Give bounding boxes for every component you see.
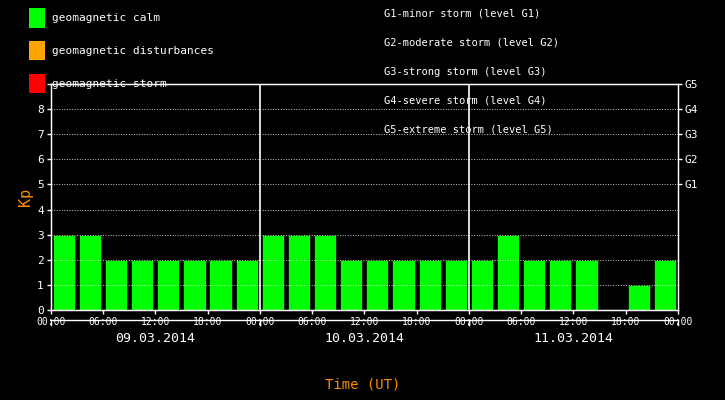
Bar [157, 260, 180, 310]
Bar [340, 260, 362, 310]
Bar [79, 235, 101, 310]
Bar [444, 260, 467, 310]
Bar [210, 260, 232, 310]
Text: G5-extreme storm (level G5): G5-extreme storm (level G5) [384, 124, 553, 134]
Bar [523, 260, 545, 310]
Text: G2-moderate storm (level G2): G2-moderate storm (level G2) [384, 38, 559, 48]
Bar [654, 260, 676, 310]
Text: G4-severe storm (level G4): G4-severe storm (level G4) [384, 95, 547, 105]
Y-axis label: Kp: Kp [18, 188, 33, 206]
Bar [628, 285, 650, 310]
Text: geomagnetic calm: geomagnetic calm [52, 13, 160, 23]
Bar [549, 260, 571, 310]
Text: 11.03.2014: 11.03.2014 [534, 332, 613, 344]
Bar [53, 235, 75, 310]
Bar [471, 260, 493, 310]
Text: 09.03.2014: 09.03.2014 [115, 332, 195, 344]
Bar [236, 260, 258, 310]
Bar [131, 260, 153, 310]
Bar [418, 260, 441, 310]
Text: G1-minor storm (level G1): G1-minor storm (level G1) [384, 9, 541, 19]
Bar [105, 260, 127, 310]
Bar [366, 260, 389, 310]
Bar [497, 235, 519, 310]
Text: G3-strong storm (level G3): G3-strong storm (level G3) [384, 67, 547, 77]
Text: geomagnetic storm: geomagnetic storm [52, 78, 167, 89]
Bar [288, 235, 310, 310]
Bar [576, 260, 597, 310]
Bar [392, 260, 415, 310]
Text: Time (UT): Time (UT) [325, 378, 400, 392]
Text: geomagnetic disturbances: geomagnetic disturbances [52, 46, 214, 56]
Bar [314, 235, 336, 310]
Text: 10.03.2014: 10.03.2014 [324, 332, 405, 344]
Bar [262, 235, 284, 310]
Bar [183, 260, 206, 310]
